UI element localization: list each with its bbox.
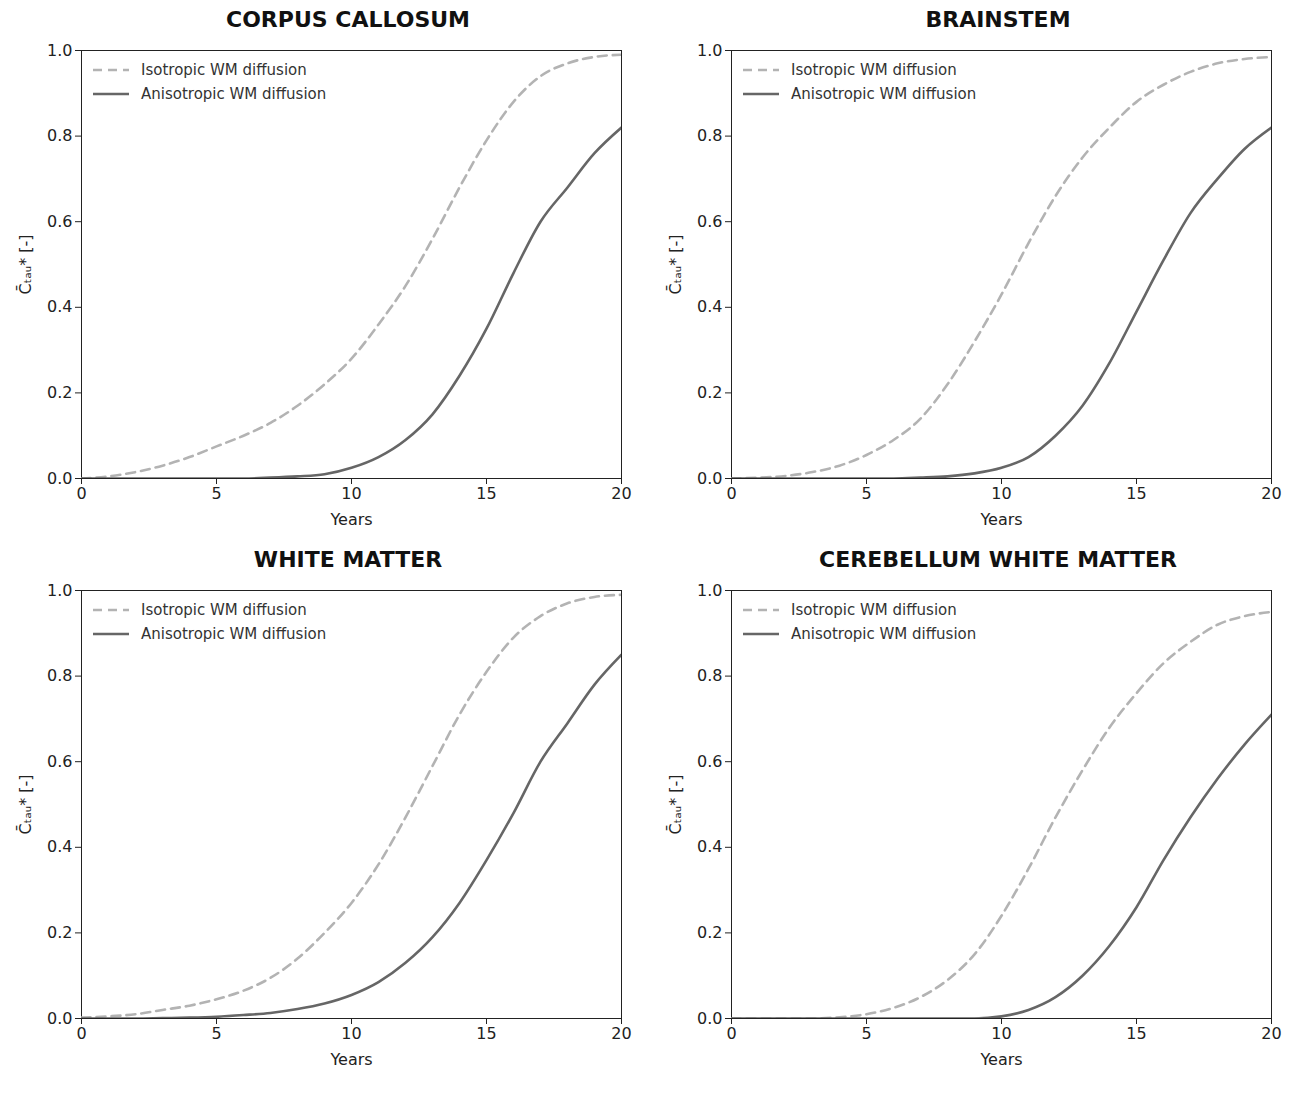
svg-text:10: 10 <box>341 484 361 503</box>
html-text:Anisotropic WM diffusion: Anisotropic WM diffusion <box>141 625 327 643</box>
svg-text:1.0: 1.0 <box>47 41 72 60</box>
svg-text:0.4: 0.4 <box>47 837 72 856</box>
svg-text:0.2: 0.2 <box>47 923 72 942</box>
html-text:Isotropic WM diffusion: Isotropic WM diffusion <box>791 61 957 79</box>
svg-text:C̄ₜₐᵤ* [-]: C̄ₜₐᵤ* [-] <box>16 775 35 835</box>
html-text:Isotropic WM diffusion: Isotropic WM diffusion <box>141 601 307 619</box>
svg-text:Years: Years <box>979 1050 1022 1069</box>
svg-text:5: 5 <box>861 484 871 503</box>
svg-text:10: 10 <box>991 484 1011 503</box>
html-text:BRAINSTEM: BRAINSTEM <box>925 7 1071 32</box>
html-text:Isotropic WM diffusion: Isotropic WM diffusion <box>791 601 957 619</box>
svg-text:0.0: 0.0 <box>697 469 722 488</box>
html-text:CEREBELLUM WHITE MATTER: CEREBELLUM WHITE MATTER <box>819 547 1177 572</box>
svg-text:C̄ₜₐᵤ* [-]: C̄ₜₐᵤ* [-] <box>666 775 685 835</box>
svg-text:0.0: 0.0 <box>697 1009 722 1028</box>
svg-text:0: 0 <box>726 484 736 503</box>
svg-text:15: 15 <box>1126 484 1146 503</box>
svg-text:1.0: 1.0 <box>47 581 72 600</box>
svg-text:0.4: 0.4 <box>697 837 722 856</box>
svg-text:0.2: 0.2 <box>47 383 72 402</box>
svg-text:Years: Years <box>329 1050 372 1069</box>
svg-text:0.6: 0.6 <box>697 212 722 231</box>
svg-text:0.4: 0.4 <box>697 297 722 316</box>
svg-text:C̄ₜₐᵤ* [-]: C̄ₜₐᵤ* [-] <box>666 235 685 295</box>
html-text:WHITE MATTER: WHITE MATTER <box>253 547 443 572</box>
svg-text:C̄ₜₐᵤ* [-]: C̄ₜₐᵤ* [-] <box>16 235 35 295</box>
svg-text:0.8: 0.8 <box>697 126 722 145</box>
svg-text:0.2: 0.2 <box>697 923 722 942</box>
svg-text:10: 10 <box>991 1024 1011 1043</box>
svg-text:Years: Years <box>329 510 372 529</box>
svg-text:0.0: 0.0 <box>47 469 72 488</box>
svg-text:0.2: 0.2 <box>697 383 722 402</box>
html-text:CORPUS CALLOSUM: CORPUS CALLOSUM <box>226 7 470 32</box>
html-text:Anisotropic WM diffusion: Anisotropic WM diffusion <box>141 85 327 103</box>
svg-text:15: 15 <box>1126 1024 1146 1043</box>
svg-text:0: 0 <box>726 1024 736 1043</box>
svg-text:0.0: 0.0 <box>47 1009 72 1028</box>
svg-text:5: 5 <box>861 1024 871 1043</box>
svg-text:Years: Years <box>979 510 1022 529</box>
svg-text:5: 5 <box>211 484 221 503</box>
svg-text:20: 20 <box>1261 484 1281 503</box>
svg-text:0.8: 0.8 <box>697 666 722 685</box>
html-text:Anisotropic WM diffusion: Anisotropic WM diffusion <box>791 625 977 643</box>
svg-text:1.0: 1.0 <box>697 41 722 60</box>
svg-text:20: 20 <box>611 484 631 503</box>
svg-text:0.8: 0.8 <box>47 126 72 145</box>
svg-text:0: 0 <box>76 484 86 503</box>
svg-text:5: 5 <box>211 1024 221 1043</box>
svg-text:1.0: 1.0 <box>697 581 722 600</box>
html-text:Anisotropic WM diffusion: Anisotropic WM diffusion <box>791 85 977 103</box>
html-text:Isotropic WM diffusion: Isotropic WM diffusion <box>141 61 307 79</box>
svg-text:0.6: 0.6 <box>47 752 72 771</box>
svg-text:0.6: 0.6 <box>47 212 72 231</box>
svg-text:20: 20 <box>1261 1024 1281 1043</box>
svg-text:20: 20 <box>611 1024 631 1043</box>
svg-text:15: 15 <box>476 1024 496 1043</box>
svg-text:0.8: 0.8 <box>47 666 72 685</box>
svg-text:0.4: 0.4 <box>47 297 72 316</box>
svg-text:0.6: 0.6 <box>697 752 722 771</box>
svg-text:10: 10 <box>341 1024 361 1043</box>
svg-text:15: 15 <box>476 484 496 503</box>
svg-text:0: 0 <box>76 1024 86 1043</box>
